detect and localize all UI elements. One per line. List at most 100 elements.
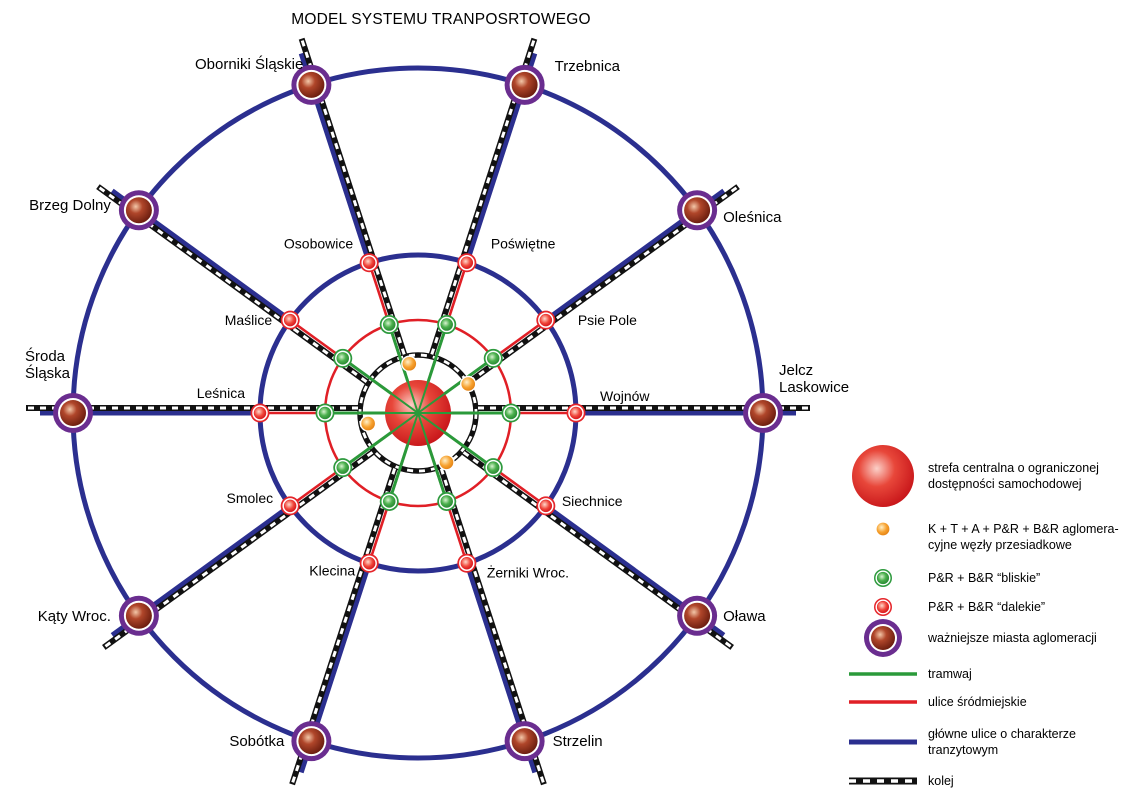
tram-line-center xyxy=(417,392,446,414)
transfer-hub xyxy=(460,375,477,393)
legend-pr-near-label: P&R + B&R “bliskie” xyxy=(928,571,1040,585)
pr-near-node-core xyxy=(440,495,453,508)
pr-near-node-ring xyxy=(485,459,501,476)
town-label: Sobótka xyxy=(229,733,285,750)
pr-far-node-core xyxy=(540,500,552,512)
legend-pr-near-symbol xyxy=(874,569,892,587)
tram-line-center xyxy=(390,412,419,434)
pr-far-node-core xyxy=(461,557,473,570)
town-node-core xyxy=(511,728,538,755)
far-node-label: Maślice xyxy=(225,312,273,328)
town-label: Oborniki Śląskie xyxy=(195,55,303,73)
far-node-label: Psie Pole xyxy=(578,312,637,328)
town-label: Strzelin xyxy=(553,733,603,750)
pr-near-node-core xyxy=(487,461,500,474)
pr-far-node-core xyxy=(254,407,266,419)
pr-far-node-ring xyxy=(361,254,377,271)
legend-hub-label: K + T + A + P&R + B&R aglomera- cyjne wę… xyxy=(928,522,1122,552)
pr-near-node-core xyxy=(319,407,331,419)
far-node-label: Leśnica xyxy=(197,385,245,401)
pr-near-node-ring xyxy=(335,459,351,476)
pr-near-node-ring xyxy=(317,405,333,421)
pr-near-node-ring xyxy=(503,405,519,421)
legend-pr-far-label: P&R + B&R “dalekie” xyxy=(928,600,1045,614)
pr-far-node-core xyxy=(461,256,473,269)
far-node-label: Poświętne xyxy=(491,236,556,252)
tram-line-center xyxy=(406,381,419,414)
pr-far-node-ring xyxy=(252,405,268,421)
pr-near-node-core xyxy=(487,352,500,365)
pr-near-node-core xyxy=(383,495,396,508)
legend-town-symbol xyxy=(864,619,902,657)
town-label: Kąty Wroc. xyxy=(38,608,111,625)
pr-far-node-core xyxy=(540,314,552,326)
town-node-core xyxy=(511,71,538,98)
tram-line-center xyxy=(417,412,446,434)
pr-far-node-ring xyxy=(361,555,377,572)
pr-far-node-core xyxy=(570,407,582,419)
pr-near-node-ring xyxy=(438,493,455,510)
diagram-title: MODEL SYSTEMU TRANPOSRTOWEGO xyxy=(291,11,591,28)
town-node-core xyxy=(684,602,711,629)
pr-near-node-ring xyxy=(485,350,501,367)
tram-line-center xyxy=(406,412,419,445)
town-node-core xyxy=(750,400,776,426)
pr-near-node-ring xyxy=(335,350,351,367)
town-node-core xyxy=(125,197,152,224)
pr-near-node-core xyxy=(505,407,517,419)
tram-line-center xyxy=(390,392,419,414)
pr-far-node-ring xyxy=(459,254,475,271)
pr-far-node-core xyxy=(363,256,375,269)
far-node-label: Osobowice xyxy=(284,236,353,252)
town-node-core xyxy=(125,602,152,629)
legend-towns-label: ważniejsze miasta aglomeracji xyxy=(927,631,1097,645)
far-node-label: Żerniki Wroc. xyxy=(487,563,569,580)
town-label: Oława xyxy=(723,608,766,625)
transfer-hub xyxy=(359,415,377,432)
legend-tram-label: tramwaj xyxy=(928,667,972,681)
node-labels: Oborniki Śląskie Trzebnica Oleśnica Jelcz La… xyxy=(25,55,849,750)
pr-far-node-ring xyxy=(459,555,475,572)
tram-line-center xyxy=(417,412,430,445)
pr-far-node-core xyxy=(363,557,375,570)
pr-far-node-ring xyxy=(538,498,554,514)
transfer-hub xyxy=(438,454,455,471)
pr-near-node-ring xyxy=(381,316,398,333)
legend-city-streets-label: ulice śródmiejskie xyxy=(928,695,1027,709)
pr-near-node-core xyxy=(440,318,453,331)
pr-near-node-core xyxy=(336,352,349,365)
legend: strefa centralna o ograniczonej dostępno… xyxy=(849,445,1122,788)
town-label: Jelcz Laskowice xyxy=(779,362,849,396)
tram-line-center xyxy=(417,381,430,414)
pr-near-node-core xyxy=(383,318,396,331)
legend-rail-label: kolej xyxy=(928,774,954,788)
legend-pr-far-symbol xyxy=(874,598,892,616)
pr-near-node-ring xyxy=(381,493,398,510)
town-label: Brzeg Dolny xyxy=(29,197,111,214)
far-node-label: Smolec xyxy=(226,490,273,506)
town-node-core xyxy=(298,71,325,98)
legend-transit-label: główne ulice o charakterze tranzytowym xyxy=(928,727,1079,757)
transfer-hub xyxy=(401,355,418,372)
pr-far-node-ring xyxy=(568,405,584,421)
pr-near-node-core xyxy=(336,461,349,474)
legend-center-zone-label: strefa centralna o ograniczonej dostępno… xyxy=(928,461,1102,491)
far-node-label: Wojnów xyxy=(600,388,650,404)
town-label: Oleśnica xyxy=(723,209,782,226)
legend-center-zone-symbol xyxy=(852,445,914,507)
town-label: Środa Śląska xyxy=(25,347,71,382)
town-node-core xyxy=(298,728,325,755)
pr-far-node-ring xyxy=(538,312,554,328)
pr-far-node-core xyxy=(284,314,296,326)
nodes xyxy=(53,64,783,762)
pr-near-node-ring xyxy=(438,316,455,333)
pr-far-node-ring xyxy=(282,312,298,328)
far-node-label: Siechnice xyxy=(562,493,623,509)
town-node-core xyxy=(684,197,711,224)
legend-hub-symbol xyxy=(875,521,891,537)
town-node-core xyxy=(60,400,86,426)
pr-far-node-ring xyxy=(282,498,298,514)
far-node-label: Klecina xyxy=(309,562,355,578)
town-label: Trzebnica xyxy=(555,58,621,75)
pr-far-node-core xyxy=(284,500,296,512)
